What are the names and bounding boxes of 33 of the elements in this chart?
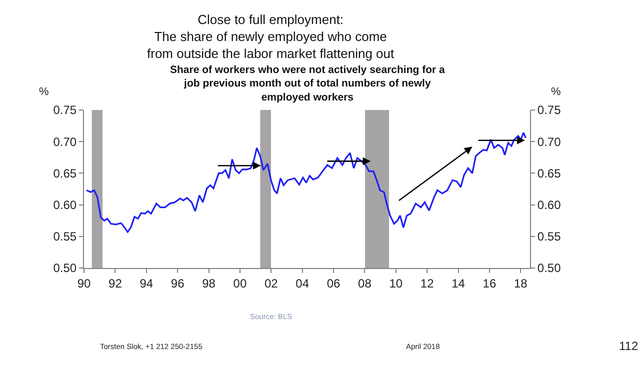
x-tick-label: 00	[233, 276, 247, 290]
x-tick-label: 10	[389, 276, 403, 290]
y2-axis-title: %	[551, 86, 561, 98]
x-tick-label: 92	[108, 276, 122, 290]
y2-tick-label: 0.65	[537, 166, 562, 180]
y2-tick-label: 0.70	[537, 134, 562, 149]
x-tick-label: 18	[514, 276, 528, 290]
x-tick-label: 94	[140, 276, 154, 290]
y-tick-label: 0.60	[53, 198, 77, 212]
y2-tick-label: 0.75	[537, 103, 562, 118]
line-series	[86, 132, 527, 233]
x-tick-label: 98	[202, 276, 216, 290]
chart-title: Close to full employment: The share of newly employed who come from outside the labor market flattening out	[147, 12, 395, 61]
x-tick-label: 08	[358, 276, 372, 290]
y-tick-label: 0.75	[53, 103, 77, 118]
x-tick-label: 16	[482, 276, 496, 290]
y2-tick-label: 0.50	[537, 261, 562, 276]
x-tick-label: 14	[452, 276, 466, 290]
x-tick-label: 06	[326, 276, 341, 290]
x-tick-label: 96	[170, 276, 185, 290]
text: 112	[619, 339, 638, 353]
x-tick-label: 90	[77, 276, 91, 290]
chart-subtitle: Share of workers who were not actively searching for a job previous month out of total numbers of newly employed workers	[170, 64, 445, 104]
y-tick-label: 0.65	[53, 166, 77, 180]
y-tick-label: 0.55	[53, 230, 77, 244]
x-tick-label: 02	[264, 276, 278, 290]
y-tick-label: 0.70	[53, 134, 77, 149]
y2-tick-label: 0.55	[537, 230, 562, 244]
y-axis-title: %	[39, 86, 49, 98]
x-tick-label: 12	[420, 276, 434, 290]
y2-tick-label: 0.60	[537, 198, 562, 212]
y-tick-label: 0.50	[53, 261, 77, 276]
x-tick-label: 04	[296, 276, 310, 290]
